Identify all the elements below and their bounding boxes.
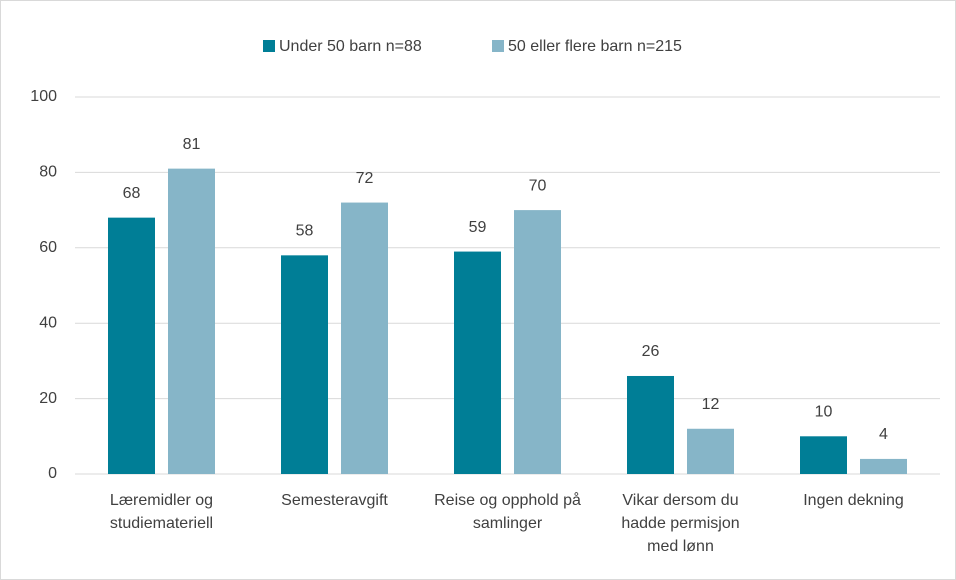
value-label: 58: [296, 223, 314, 240]
bar: [514, 210, 561, 474]
legend-swatch: [492, 40, 504, 52]
x-tick-label: Læremidler og studiemateriell: [109, 492, 214, 532]
y-tick-label: 0: [48, 465, 57, 482]
x-tick-label: Ingen dekning: [803, 492, 904, 509]
legend-label: 50 eller flere barn n=215: [508, 38, 682, 55]
value-label: 72: [356, 170, 374, 187]
legend-swatch: [263, 40, 275, 52]
bar: [281, 255, 328, 474]
x-tick-label: Vikar dersom du hadde permisjon med lønn: [621, 492, 740, 555]
bar: [800, 436, 847, 474]
y-tick-label: 60: [39, 239, 57, 256]
y-tick-label: 100: [30, 88, 57, 105]
value-label: 81: [183, 136, 201, 153]
y-tick-label: 20: [39, 390, 57, 407]
y-tick-label: 40: [39, 314, 57, 331]
x-tick-label: Semesteravgift: [281, 492, 388, 509]
value-label: 4: [879, 426, 888, 443]
bar: [454, 251, 501, 474]
value-label: 70: [529, 177, 547, 194]
value-label: 12: [702, 396, 720, 413]
value-label: 68: [123, 185, 141, 202]
bar: [168, 168, 215, 474]
bar: [687, 428, 734, 474]
value-label: 59: [469, 219, 487, 236]
bar: [627, 375, 674, 474]
bar: [341, 202, 388, 474]
bar: [108, 217, 155, 474]
value-label: 26: [642, 343, 660, 360]
x-tick-label: Reise og opphold på samlinger: [434, 492, 581, 532]
legend-label: Under 50 barn n=88: [279, 38, 422, 55]
y-tick-label: 80: [39, 164, 57, 181]
bar: [860, 458, 907, 474]
value-label: 10: [815, 404, 833, 421]
